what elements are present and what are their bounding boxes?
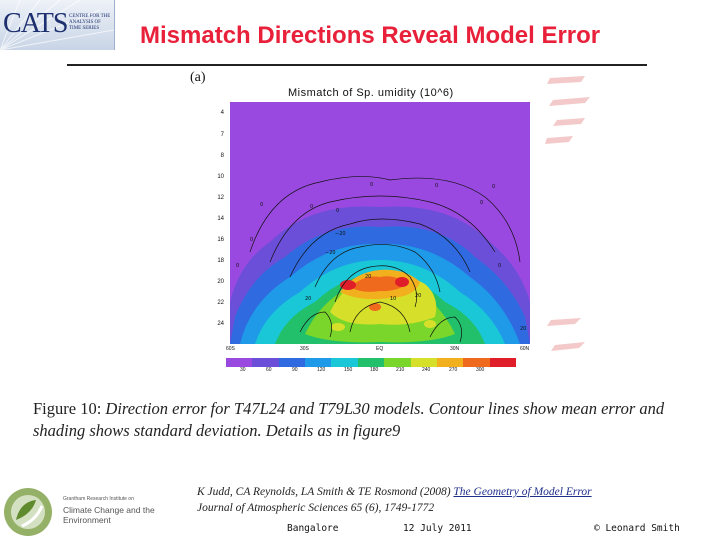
colorbar-swatch	[305, 358, 332, 367]
y-tick-label: 12	[217, 195, 224, 201]
svg-text:0: 0	[435, 183, 438, 189]
colorbar-label: 210	[396, 367, 405, 373]
x-tick-label: EQ	[376, 346, 384, 352]
colorbar-swatch	[436, 358, 464, 367]
colorbar-label: 60	[266, 367, 272, 373]
colorbar-label: 30	[240, 367, 246, 373]
colorbar-label: 120	[317, 367, 326, 373]
colorbar-swatch	[384, 358, 411, 367]
colorbar-swatch	[357, 358, 385, 367]
caption-text: Direction error for T47L24 and T79L30 mo…	[33, 399, 665, 440]
x-tick-label: 30S	[300, 346, 309, 352]
colorbar-swatch	[331, 358, 358, 367]
colorbar-label: 240	[422, 367, 431, 373]
citation-authors: K Judd, CA Reynolds, LA Smith & TE Rosmo…	[197, 486, 451, 498]
y-tick-label: 4	[220, 110, 224, 116]
colorbar	[226, 358, 516, 367]
colorbar-label: 90	[292, 367, 298, 373]
y-tick-label: 18	[217, 258, 224, 264]
x-tick-label: 60S	[226, 346, 235, 352]
colorbar-swatch	[463, 358, 490, 367]
logo-rays-icon	[0, 0, 114, 50]
footer-date: 12 July 2011	[403, 523, 472, 534]
citation-journal: Journal of Atmospheric Sciences 65 (6), …	[197, 502, 435, 514]
svg-text:−20: −20	[335, 231, 346, 237]
svg-text:0: 0	[370, 182, 373, 188]
citation: K Judd, CA Reynolds, LA Smith & TE Rosmo…	[197, 484, 717, 516]
svg-text:0: 0	[498, 263, 501, 269]
figure-caption: Figure 10: Direction error for T47L24 an…	[33, 398, 693, 442]
y-tick-label: 16	[217, 237, 224, 243]
logo-text: CATS	[3, 8, 68, 39]
paper-link[interactable]: The Geometry of Model Error	[453, 486, 592, 498]
svg-text:0: 0	[250, 237, 253, 243]
footer-author: © Leonard Smith	[594, 523, 680, 534]
svg-text:0: 0	[310, 204, 313, 210]
svg-text:20: 20	[305, 296, 311, 302]
colorbar-swatch	[278, 358, 306, 367]
decorative-stripes	[545, 76, 590, 351]
footer-location: Bangalore	[287, 523, 339, 534]
svg-text:0: 0	[480, 200, 483, 206]
y-tick-label: 20	[217, 279, 224, 285]
y-tick-label: 8	[220, 153, 224, 159]
svg-text:−20: −20	[325, 250, 336, 256]
grantham-small-text: Grantham Research Institute on	[63, 496, 134, 502]
grantham-leaf-icon	[4, 488, 52, 536]
plot-title: Mismatch of Sp. umidity (10^6)	[288, 87, 454, 99]
colorbar-swatch	[489, 358, 516, 367]
y-tick-label: 7	[220, 132, 224, 138]
svg-text:20: 20	[415, 293, 421, 299]
colorbar-swatch	[410, 358, 437, 367]
y-tick-label: 24	[217, 321, 224, 327]
svg-text:0: 0	[236, 263, 239, 269]
svg-text:10: 10	[390, 296, 396, 302]
svg-text:0: 0	[336, 208, 339, 214]
y-tick-label: 22	[217, 300, 224, 306]
slide-title: Mismatch Directions Reveal Model Error	[140, 22, 601, 49]
title-divider	[67, 64, 647, 66]
cats-logo: CATS CENTRE FOR THE ANALYSIS OF TIME SER…	[0, 0, 115, 50]
y-tick-label: 10	[217, 174, 224, 180]
plot-shading: 0 0 0 0 0 0 0 0 0 −20 −20 0 20 20 20 10 20	[230, 102, 530, 344]
grantham-logo: Grantham Research Institute on Climate C…	[0, 484, 160, 540]
svg-text:20: 20	[365, 274, 371, 280]
contour-plot: 0 0 0 0 0 0 0 0 0 −20 −20 0 20 20 20 10 20	[230, 102, 530, 344]
logo-subtext: CENTRE FOR THE ANALYSIS OF TIME SERIES	[69, 14, 111, 31]
x-tick-label: 60N	[520, 346, 530, 352]
svg-text:20: 20	[520, 326, 526, 332]
svg-text:0: 0	[492, 184, 495, 190]
x-tick-label: 30N	[450, 346, 460, 352]
colorbar-label: 300	[476, 367, 485, 373]
colorbar-swatch	[226, 358, 253, 367]
colorbar-swatch	[252, 358, 279, 367]
svg-text:0: 0	[260, 202, 263, 208]
caption-figure-number: Figure 10:	[33, 399, 102, 418]
colorbar-label: 270	[449, 367, 458, 373]
colorbar-label: 180	[370, 367, 379, 373]
panel-label: (a)	[190, 70, 206, 85]
y-tick-label: 14	[217, 216, 224, 222]
colorbar-label: 150	[344, 367, 353, 373]
grantham-name: Climate Change and the Environment	[63, 505, 155, 525]
